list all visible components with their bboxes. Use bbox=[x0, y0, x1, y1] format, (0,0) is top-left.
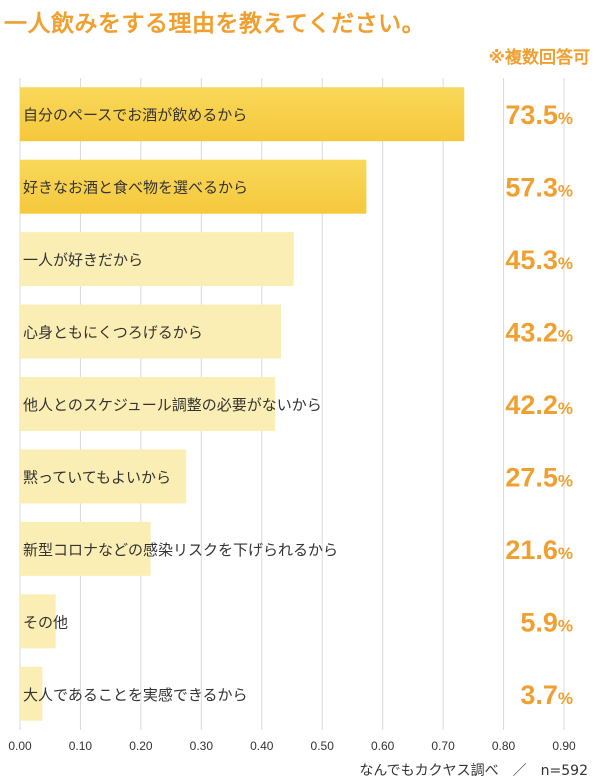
x-tick-label: 0.60 bbox=[371, 739, 395, 753]
x-tick-label: 0.00 bbox=[8, 739, 32, 753]
value-label: 5.9% bbox=[520, 607, 573, 637]
value-number: 45.3 bbox=[505, 245, 558, 275]
value-label: 3.7% bbox=[520, 680, 573, 710]
value-label: 42.2% bbox=[505, 390, 573, 420]
value-unit: % bbox=[558, 254, 573, 273]
x-tick-label: 0.10 bbox=[69, 739, 93, 753]
x-tick-label: 0.50 bbox=[311, 739, 335, 753]
value-unit: % bbox=[558, 471, 573, 490]
bar bbox=[20, 304, 282, 359]
x-tick-label: 0.30 bbox=[190, 739, 214, 753]
bar bbox=[20, 594, 56, 649]
x-tick-label: 0.40 bbox=[250, 739, 274, 753]
x-tick-label: 0.20 bbox=[129, 739, 153, 753]
value-unit: % bbox=[558, 544, 573, 563]
multiple-answer-note: ※複数回答可 bbox=[488, 48, 590, 68]
value-label: 57.3% bbox=[505, 173, 573, 203]
category-label: 好きなお酒と食べ物を選べるから bbox=[23, 179, 248, 197]
survey-source: なんでもカクヤス調べ ／ n=592 bbox=[359, 763, 588, 779]
value-unit: % bbox=[558, 616, 573, 635]
value-unit: % bbox=[558, 327, 573, 346]
value-label: 73.5% bbox=[505, 100, 573, 130]
category-label: 新型コロナなどの感染リスクを下げられるから bbox=[23, 541, 338, 559]
category-label: 自分のペースでお酒が飲めるから bbox=[23, 106, 247, 124]
bar bbox=[20, 87, 465, 142]
x-tick-label: 0.70 bbox=[431, 739, 455, 753]
value-label: 27.5% bbox=[505, 462, 573, 492]
value-number: 5.9 bbox=[520, 607, 558, 637]
category-label: 黙っていてもよいから bbox=[23, 468, 171, 486]
bar bbox=[20, 159, 367, 214]
value-label: 43.2% bbox=[505, 318, 573, 348]
category-label: 一人が好きだから bbox=[23, 251, 143, 269]
value-unit: % bbox=[558, 399, 573, 418]
value-number: 73.5 bbox=[505, 100, 558, 130]
value-number: 57.3 bbox=[505, 173, 558, 203]
category-label: その他 bbox=[23, 613, 68, 631]
category-label: 他人とのスケジュール調整の必要がないから bbox=[23, 396, 322, 414]
bar bbox=[20, 232, 294, 287]
value-label: 45.3% bbox=[505, 245, 573, 275]
bar bbox=[20, 449, 187, 504]
value-unit: % bbox=[558, 689, 573, 708]
value-unit: % bbox=[558, 182, 573, 201]
chart-title: 一人飲みをする理由を教えてください。 bbox=[4, 11, 426, 37]
value-unit: % bbox=[558, 109, 573, 128]
bar bbox=[20, 377, 276, 431]
category-label: 心身ともにくつろげるから bbox=[23, 324, 203, 342]
value-number: 42.2 bbox=[505, 390, 558, 420]
value-label: 21.6% bbox=[505, 535, 573, 565]
bar bbox=[20, 666, 43, 721]
value-number: 3.7 bbox=[520, 680, 558, 710]
category-label: 大人であることを実感できるから bbox=[23, 686, 248, 704]
value-number: 43.2 bbox=[505, 318, 558, 348]
value-number: 27.5 bbox=[505, 462, 558, 492]
x-tick-label: 0.80 bbox=[492, 739, 516, 753]
bar bbox=[20, 521, 151, 576]
x-tick-label: 0.90 bbox=[552, 739, 576, 753]
value-number: 21.6 bbox=[505, 535, 558, 565]
